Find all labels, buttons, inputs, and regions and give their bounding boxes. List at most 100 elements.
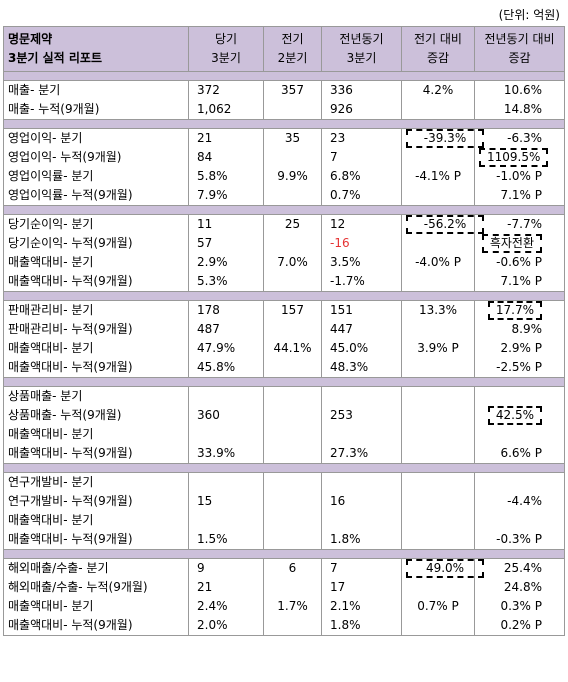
cell-value: -16	[330, 236, 350, 250]
cell-value: 3.5%	[330, 255, 361, 269]
table-cell: -1.7%	[321, 272, 402, 292]
table-cell: 2.9%	[188, 253, 264, 272]
table-cell: 2.1%	[321, 597, 402, 616]
table-cell: 4.2%	[401, 80, 475, 100]
cell-value: 0.3% P	[500, 599, 542, 613]
table-cell: 178	[188, 300, 264, 320]
table-cell	[401, 234, 475, 253]
table-row: 연구개발비- 누적(9개월) 15 16 -4.4%	[3, 492, 565, 511]
table-cell	[401, 186, 475, 206]
table-cell: 48.3%	[321, 358, 402, 378]
table-cell: 16	[321, 492, 402, 511]
table-row: 매출액대비- 분기 47.9% 44.1% 45.0% 3.9% P 2.9% P	[3, 339, 565, 358]
cell-value: 해외매출/수출- 분기	[8, 561, 109, 575]
cell-value: 1.7%	[277, 599, 308, 613]
row-label: 판매관리비- 분기	[3, 300, 189, 320]
table-cell: 1.8%	[321, 616, 402, 636]
table-cell: 21	[188, 128, 264, 148]
table-cell	[321, 386, 402, 406]
table-cell	[263, 272, 322, 292]
table-cell: 23	[321, 128, 402, 148]
table-cell	[401, 100, 475, 120]
table-cell	[188, 425, 264, 444]
table-cell: 12	[321, 214, 402, 234]
row-label: 상품매출- 분기	[3, 386, 189, 406]
table-cell: 27.3%	[321, 444, 402, 464]
table-cell	[401, 148, 475, 167]
table-cell: 6.8%	[321, 167, 402, 186]
col-header-qoq-change: 전기 대비 증감	[401, 26, 475, 72]
table-cell	[401, 425, 475, 444]
table-row: 매출액대비- 분기 2.9% 7.0% 3.5% -4.0% P -0.6% P	[3, 253, 565, 272]
cell-value: 24.8%	[503, 580, 542, 594]
cell-value: 판매관리비- 누적(9개월)	[8, 322, 133, 336]
header-row: 명문제약 3분기 실적 리포트 당기 3분기 전기 2분기 전년동기 3분기 전기 대…	[3, 26, 565, 72]
table-cell: -6.3%	[474, 128, 565, 148]
table-cell: 7	[321, 148, 402, 167]
table-cell: 3.9% P	[401, 339, 475, 358]
table-row: 매출액대비- 분기	[3, 425, 565, 444]
table-cell	[263, 100, 322, 120]
table-cell	[263, 358, 322, 378]
cell-value: 5.8%	[197, 169, 228, 183]
cell-value: 45.8%	[197, 360, 236, 374]
cell-value: 6	[288, 561, 297, 575]
table-cell	[188, 511, 264, 530]
cell-value: 15	[197, 494, 213, 508]
table-cell	[401, 472, 475, 492]
table-cell: 17.7%	[474, 300, 565, 320]
table-cell	[263, 148, 322, 167]
cell-value: 매출액대비- 분기	[8, 513, 94, 527]
row-label: 매출액대비- 분기	[3, 339, 189, 358]
cell-value: 44.1%	[273, 341, 312, 355]
table-cell: 6.6% P	[474, 444, 565, 464]
row-label: 매출액대비- 분기	[3, 425, 189, 444]
table-cell	[263, 320, 322, 339]
table-cell: 7	[321, 558, 402, 578]
group-separator	[3, 119, 565, 129]
cell-value: 21	[197, 580, 213, 594]
table-cell: 7.0%	[263, 253, 322, 272]
highlighted-value: 17.7%	[487, 301, 542, 320]
table-row: 매출액대비- 누적(9개월) 1.5% 1.8% -0.3% P	[3, 530, 565, 550]
table-cell	[263, 578, 322, 597]
cell-value: -0.6% P	[496, 255, 542, 269]
table-cell: 1,062	[188, 100, 264, 120]
table-row: 매출- 분기 372 357 336 4.2% 10.6%	[3, 80, 565, 100]
table-cell: 2.0%	[188, 616, 264, 636]
table-cell: 57	[188, 234, 264, 253]
cell-value: 12	[330, 217, 346, 231]
cell-value: 178	[197, 303, 220, 317]
table-cell	[474, 472, 565, 492]
table-cell: 33.9%	[188, 444, 264, 464]
row-label: 매출액대비- 분기	[3, 597, 189, 616]
cell-value: 당기순이익- 분기	[8, 217, 94, 231]
cell-value: 10.6%	[503, 83, 542, 97]
table-row: 영업이익- 누적(9개월) 84 7 1109.5%	[3, 148, 565, 167]
table-cell	[401, 320, 475, 339]
table-cell	[321, 425, 402, 444]
separator-cell	[3, 71, 565, 81]
cell-value: 6.8%	[330, 169, 361, 183]
earnings-table: 명문제약 3분기 실적 리포트 당기 3분기 전기 2분기 전년동기 3분기 전기 대…	[3, 26, 565, 636]
cell-value: -4.1% P	[415, 169, 461, 183]
table-cell: -16	[321, 234, 402, 253]
highlighted-value: -39.3%	[406, 129, 484, 148]
table-row: 매출액대비- 누적(9개월) 45.8% 48.3% -2.5% P	[3, 358, 565, 378]
row-label: 매출액대비- 분기	[3, 511, 189, 530]
cell-value: 영업이익- 분기	[8, 131, 83, 145]
table-cell: 14.8%	[474, 100, 565, 120]
table-row: 매출- 누적(9개월) 1,062 926 14.8%	[3, 100, 565, 120]
separator-cell	[3, 205, 565, 215]
cell-value: 매출액대비- 누적(9개월)	[8, 532, 133, 546]
cell-value: 151	[330, 303, 353, 317]
table-row: 판매관리비- 분기 178 157 151 13.3% 17.7%	[3, 300, 565, 320]
table-cell: 15	[188, 492, 264, 511]
separator-cell	[3, 119, 565, 129]
table-cell: -1.0% P	[474, 167, 565, 186]
cell-value: 상품매출- 분기	[8, 389, 83, 403]
table-cell: -56.2%	[401, 214, 484, 234]
table-cell	[474, 425, 565, 444]
table-cell	[401, 406, 475, 425]
table-cell: 5.3%	[188, 272, 264, 292]
